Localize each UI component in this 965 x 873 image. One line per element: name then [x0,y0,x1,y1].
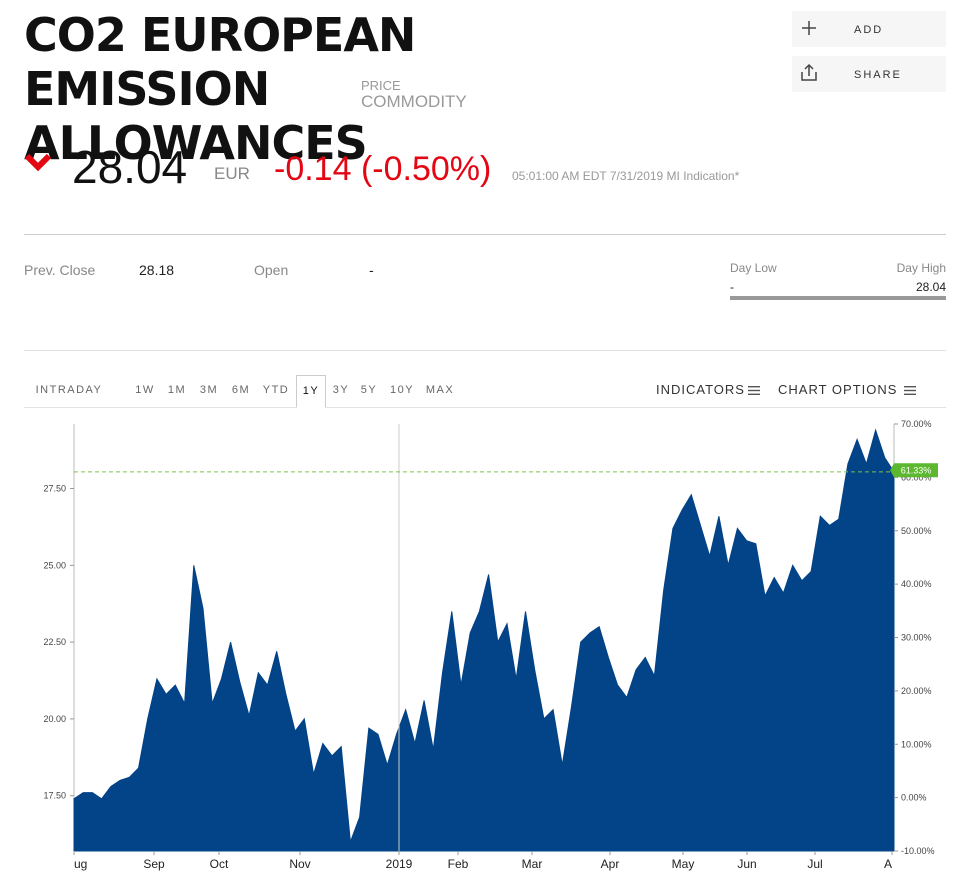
x-tick-label: Jul [807,857,822,871]
menu-icon [747,386,760,396]
page-title: CO2 EUROPEAN EMISSION ALLOWANCES [24,8,664,170]
right-tick-label: 20.00% [901,686,932,696]
tab-3y[interactable]: 3Y [332,384,350,396]
price-change: -0.14 (-0.50%) [274,150,492,188]
x-tick-label: Sep [143,857,165,871]
x-tick-label: Nov [289,857,310,871]
x-tick-label: Mar [522,857,543,871]
x-tick-label: Feb [448,857,469,871]
chart-options-label: CHART OPTIONS [778,382,898,397]
left-tick-label: 25.00 [43,560,66,570]
right-tick-label: -10.00% [901,846,935,856]
add-button[interactable]: ADD [792,11,946,47]
price-area-series [73,428,895,852]
day-low-label: Day Low [730,261,777,275]
current-change-badge [890,463,938,478]
tab-intraday[interactable]: INTRADAY [35,384,103,396]
tab-ytd[interactable]: YTD [262,384,290,396]
left-tick-label: 17.50 [43,791,66,801]
x-tick-label: 2019 [386,857,413,871]
title-line-1: CO2 EUROPEAN EMISSION [24,8,416,116]
day-low-value: - [730,280,734,294]
tab-max[interactable]: MAX [425,384,455,396]
title-line-2: ALLOWANCES [24,116,368,170]
x-tick-label: Jun [737,857,756,871]
last-price: 28.04 [72,141,188,193]
chart-options-button[interactable]: CHART OPTIONS [778,375,917,407]
x-tick-label: Apr [601,857,620,871]
x-tick-label: May [672,857,695,871]
chart-range-tabs: INTRADAY 1W 1M 3M 6M YTD 1Y 3Y 5Y 10Y MA… [24,375,946,408]
x-tick-label: ug [74,857,87,871]
left-tick-label: 22.50 [43,637,66,647]
currency: EUR [214,164,250,183]
tab-3m[interactable]: 3M [199,384,219,396]
right-tick-label: 0.00% [901,793,927,803]
left-tick-label: 27.50 [43,484,66,494]
prev-close-value: 28.18 [139,262,175,278]
instrument-type-price: PRICE [361,78,401,93]
right-tick-label: 30.00% [901,633,932,643]
share-icon [801,63,817,81]
instrument-type-commodity: COMMODITY [361,92,467,111]
x-tick-label: A [884,857,892,871]
tab-10y[interactable]: 10Y [389,384,415,396]
share-button[interactable]: SHARE [792,56,946,92]
x-tick-label: Oct [210,857,229,871]
right-tick-label: 70.00% [901,419,932,429]
right-tick-label: 60.00% [901,472,932,482]
instrument-type: PRICE COMMODITY [361,78,467,110]
day-range-bar [730,296,946,300]
day-high-value: 28.04 [915,280,946,294]
divider [24,234,946,235]
divider [24,350,946,351]
right-tick-label: 40.00% [901,579,932,589]
open-label: Open [254,262,289,278]
left-tick-label: 20.00 [43,714,66,724]
right-tick-label: 10.00% [901,739,932,749]
down-chevron-icon [24,153,52,172]
day-high-label: Day High [896,261,946,275]
share-label: SHARE [854,69,902,81]
tab-1y[interactable]: 1Y [296,375,326,408]
plus-icon [802,21,816,35]
tab-1w[interactable]: 1W [135,384,155,396]
tab-6m[interactable]: 6M [231,384,251,396]
quote-timestamp: 05:01:00 AM EDT 7/31/2019 MI Indication* [512,169,740,183]
prev-close-label: Prev. Close [24,262,96,278]
indicators-button[interactable]: INDICATORS [656,375,760,407]
right-tick-label: 50.00% [901,526,932,536]
indicators-label: INDICATORS [656,382,745,397]
open-value: - [369,262,374,278]
menu-icon [904,386,917,396]
tab-5y[interactable]: 5Y [360,384,378,396]
current-change-label: 61.33% [901,465,932,475]
tab-1m[interactable]: 1M [167,384,187,396]
add-label: ADD [854,24,884,36]
